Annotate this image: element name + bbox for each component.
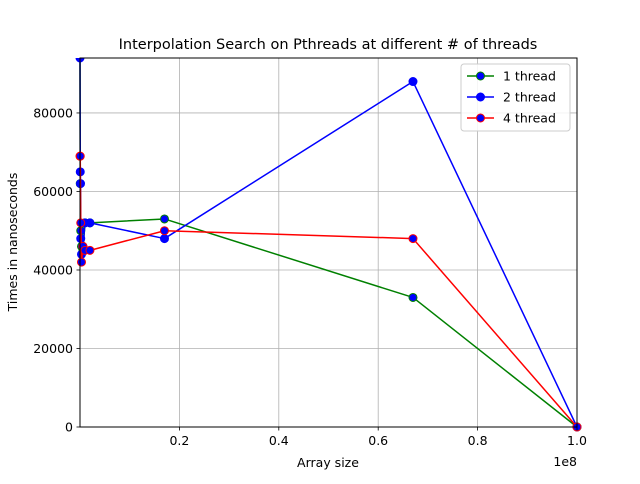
y-tick-label: 20000 <box>33 341 73 356</box>
data-point-1-thread <box>159 214 169 224</box>
legend-marker-4-thread <box>476 113 485 123</box>
legend: 1 thread 2 thread 4 thread <box>460 63 571 132</box>
x-axis-label: Array size <box>297 455 359 470</box>
y-axis-label: Times in nanoseconds <box>5 173 20 313</box>
x-axis-ticks: 0.2 0.4 0.6 0.8 1.0 <box>169 427 587 448</box>
y-tick-label: 80000 <box>33 105 73 120</box>
y-tick-label: 40000 <box>33 262 73 277</box>
data-point-4-thread <box>76 218 86 228</box>
x-tick-label: 0.8 <box>468 433 488 448</box>
x-tick-label: 0.4 <box>269 433 289 448</box>
legend-label-1-thread: 1 thread <box>503 69 556 84</box>
legend-marker-1-thread <box>476 71 485 81</box>
chart-title: Interpolation Search on Pthreads at diff… <box>119 37 538 53</box>
data-point-2-thread <box>85 218 95 228</box>
data-point-2-thread <box>408 77 418 87</box>
plot-frame <box>79 57 578 428</box>
x-tick-label: 0.6 <box>368 433 388 448</box>
legend-marker-2-thread <box>476 92 485 102</box>
x-tick-label: 1.0 <box>567 433 587 448</box>
data-point-2-thread <box>159 234 169 244</box>
x-tick-label: 0.2 <box>169 433 189 448</box>
x-axis-offset-label: 1e8 <box>553 454 577 469</box>
legend-label-4-thread: 4 thread <box>503 111 556 126</box>
data-point-4-thread <box>76 257 86 267</box>
data-point-4-thread <box>85 245 95 255</box>
data-point-4-thread <box>408 234 418 244</box>
data-point-4-thread <box>159 226 169 236</box>
legend-box <box>460 63 571 132</box>
y-tick-label: 0 <box>65 420 73 435</box>
data-point-1-thread <box>408 292 418 302</box>
legend-label-2-thread: 2 thread <box>503 90 556 105</box>
y-axis-ticks: 0 20000 40000 60000 80000 <box>33 105 80 435</box>
y-tick-label: 60000 <box>33 184 73 199</box>
